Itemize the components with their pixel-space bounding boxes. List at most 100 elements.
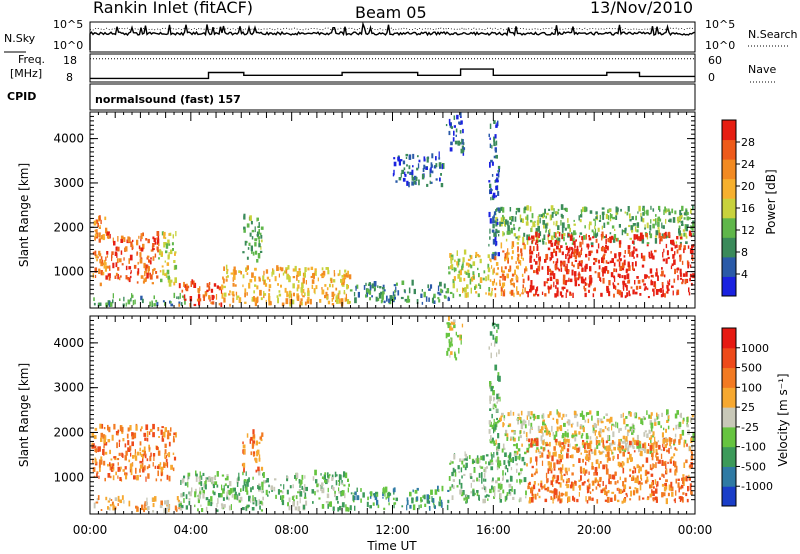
data-cell xyxy=(591,245,594,248)
data-cell xyxy=(604,499,608,502)
data-cell xyxy=(593,218,596,221)
data-cell xyxy=(601,257,603,263)
data-cell xyxy=(564,431,567,437)
data-cell xyxy=(511,250,514,254)
data-cell xyxy=(321,482,324,487)
data-cell xyxy=(243,213,246,220)
data-cell xyxy=(649,420,653,425)
data-cell xyxy=(673,259,676,265)
data-cell xyxy=(104,477,106,482)
data-cell xyxy=(575,443,578,447)
data-cell xyxy=(644,286,647,290)
data-cell xyxy=(303,487,306,493)
data-cell xyxy=(476,457,479,464)
data-cell xyxy=(662,439,666,444)
data-cell xyxy=(579,413,583,417)
data-cell xyxy=(286,489,289,495)
data-cell xyxy=(516,468,518,473)
data-cell xyxy=(283,484,285,490)
data-cell xyxy=(399,159,403,162)
y-tick-label: 4000 xyxy=(53,132,84,146)
data-cell xyxy=(145,424,149,431)
data-cell xyxy=(526,463,528,467)
data-cell xyxy=(99,225,101,228)
data-cell xyxy=(493,496,495,499)
data-cell xyxy=(125,265,128,271)
data-cell xyxy=(115,272,118,276)
data-cell xyxy=(638,495,641,501)
data-cell xyxy=(602,257,605,264)
data-cell xyxy=(636,464,639,469)
data-cell xyxy=(495,439,497,445)
data-cell xyxy=(639,466,642,472)
data-cell xyxy=(115,262,118,268)
data-cell xyxy=(636,222,639,227)
data-cell xyxy=(662,258,666,262)
data-cell xyxy=(639,485,642,491)
data-cell xyxy=(490,435,492,440)
data-cell xyxy=(119,275,122,278)
data-cell xyxy=(593,257,596,261)
data-cell xyxy=(373,493,376,498)
data-cell xyxy=(498,419,500,423)
data-cell xyxy=(357,291,360,298)
data-cell xyxy=(497,433,500,439)
data-cell xyxy=(502,422,504,428)
data-cell xyxy=(335,474,338,477)
data-cell xyxy=(164,443,167,448)
data-cell xyxy=(624,295,627,299)
data-cell xyxy=(587,487,590,493)
data-cell xyxy=(111,256,113,262)
data-cell xyxy=(570,423,573,428)
data-cell xyxy=(485,292,487,295)
data-cell xyxy=(157,234,160,240)
data-cell xyxy=(141,504,144,511)
data-cell xyxy=(462,464,465,468)
data-cell xyxy=(178,301,181,306)
data-cell xyxy=(164,507,168,514)
data-cell xyxy=(504,256,506,262)
data-cell xyxy=(581,433,584,436)
data-cell xyxy=(592,293,595,298)
data-cell xyxy=(668,219,670,222)
data-cell xyxy=(376,499,379,506)
data-cell xyxy=(492,440,496,444)
data-cell xyxy=(234,284,237,287)
data-cell xyxy=(679,486,682,490)
data-cell xyxy=(668,447,670,454)
data-cell xyxy=(509,265,512,272)
data-cell xyxy=(562,433,565,437)
data-cell xyxy=(128,266,132,270)
data-cell xyxy=(564,437,566,440)
data-cell xyxy=(496,173,499,177)
data-cell xyxy=(690,492,693,495)
data-cell xyxy=(489,161,491,168)
data-cell xyxy=(532,441,534,444)
data-cell xyxy=(685,279,688,283)
data-cell xyxy=(621,445,625,449)
data-cell xyxy=(691,249,694,254)
data-cell xyxy=(461,323,464,328)
data-cell xyxy=(622,412,624,418)
data-cell xyxy=(488,494,490,498)
data-cell xyxy=(562,413,565,418)
data-cell xyxy=(505,219,508,225)
data-cell xyxy=(595,216,598,219)
data-cell xyxy=(496,446,498,451)
data-cell xyxy=(558,495,561,501)
data-cell xyxy=(679,209,682,216)
data-cell xyxy=(535,471,538,474)
data-cell xyxy=(605,454,608,458)
data-cell xyxy=(339,505,342,511)
data-cell xyxy=(659,238,661,245)
data-cell xyxy=(474,284,478,289)
data-cell xyxy=(263,279,265,285)
data-cell xyxy=(652,497,655,501)
data-cell xyxy=(238,472,240,478)
data-cell xyxy=(112,262,115,269)
data-cell xyxy=(642,212,645,216)
data-cell xyxy=(531,213,534,219)
data-cell xyxy=(631,229,634,233)
data-cell xyxy=(686,216,690,221)
data-cell xyxy=(268,484,270,488)
